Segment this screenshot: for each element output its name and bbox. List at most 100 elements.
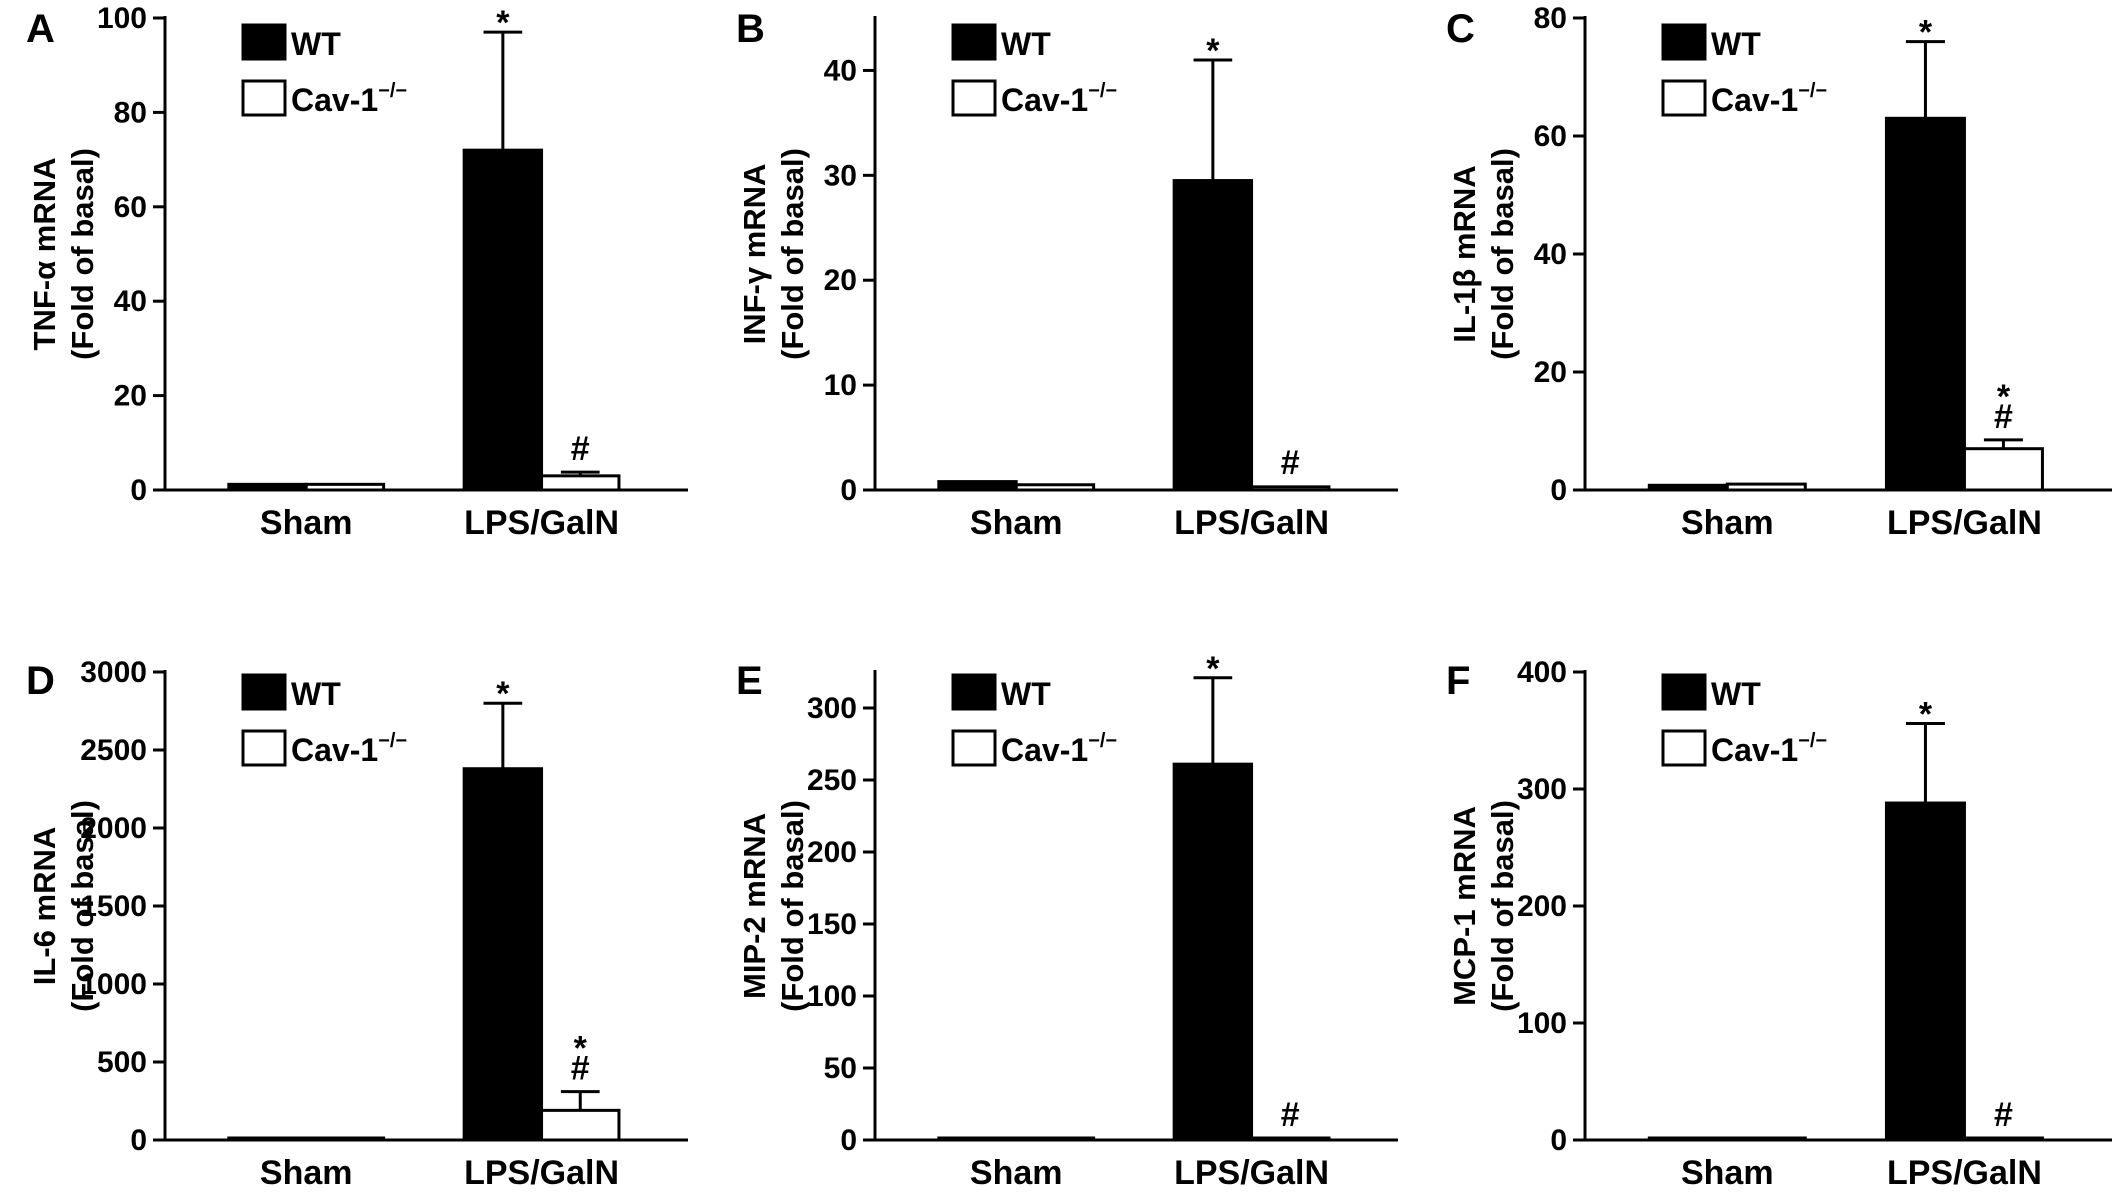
y-tick-label: 100 <box>1517 1007 1567 1040</box>
y-tick-label: 3000 <box>80 656 147 689</box>
panel-letter: B <box>736 7 765 51</box>
panel-d: D IL-6 mRNA (Fold of basal) 0 500 1000 1500 200… <box>26 656 688 1192</box>
x-category-label: LPS/GalN <box>1174 1154 1329 1187</box>
y-axis-label-line2: (Fold of basal) <box>65 148 100 360</box>
bar-wt-sham <box>1647 1136 1729 1142</box>
y-axis-label: TNF-α mRNA (Fold of basal) <box>27 148 100 360</box>
y-tick-label: 1500 <box>80 890 147 923</box>
bar-ko-sham <box>1014 1136 1096 1142</box>
x-category-label: LPS/GalN <box>464 1154 619 1187</box>
x-category-label: Sham <box>970 504 1063 542</box>
y-axis-label-line2: (Fold of basal) <box>1485 800 1520 1012</box>
x-category-label: LPS/GalN <box>1887 504 2042 542</box>
y-axis-label-line2: (Fold of basal) <box>775 800 810 1012</box>
y-axis-label-line1: MCP-1 mRNA <box>1447 806 1482 1006</box>
y-tick-label: 0 <box>1550 1124 1567 1157</box>
y-tick-label: 100 <box>807 980 857 1013</box>
significance-mark: * <box>496 675 510 713</box>
y-tick-label: 40 <box>824 54 857 87</box>
y-tick-label: 300 <box>1517 773 1567 806</box>
panel-letter: A <box>26 7 55 51</box>
bar-wt-sham <box>227 1136 308 1142</box>
panel-e: E MIP-2 mRNA (Fold of basal) 0 50 100 150 200 25… <box>736 650 1398 1192</box>
y-axis-label-line1: MIP-2 mRNA <box>737 813 772 999</box>
y-tick-label: 20 <box>114 380 147 413</box>
y-axis-label-line1: TNF-α mRNA <box>27 158 62 351</box>
bar-ko-lpsgaln <box>1962 1136 2044 1142</box>
legend-label-wt: WT <box>291 676 341 712</box>
x-category-label: LPS/GalN <box>464 504 619 542</box>
y-tick-label: 0 <box>130 474 147 507</box>
legend-label-wt: WT <box>1711 26 1761 62</box>
significance-mark: * <box>1919 14 1933 52</box>
bar-ko-lpsgaln <box>1250 485 1331 492</box>
y-axis-label-line1: IL-1β mRNA <box>1447 165 1482 342</box>
x-category-label: Sham <box>1681 504 1774 542</box>
significance-mark: * <box>1919 695 1933 733</box>
bar-wt-lpsgaln <box>1172 179 1254 492</box>
bar-wt-sham <box>937 480 1018 492</box>
y-tick-label: 300 <box>807 692 857 725</box>
y-tick-label: 150 <box>807 908 857 941</box>
significance-mark: # <box>1994 1096 2013 1134</box>
y-tick-label: 1000 <box>80 968 147 1001</box>
legend-swatch-ko <box>951 79 997 117</box>
y-tick-label: 200 <box>1517 890 1567 923</box>
significance-mark: # <box>1281 1096 1300 1134</box>
x-category-label: Sham <box>260 1154 353 1187</box>
bar-wt-sham <box>227 482 308 492</box>
x-category-label: Sham <box>970 1154 1063 1187</box>
y-tick-label: 60 <box>1534 120 1567 153</box>
bar-ko-lpsgaln <box>1250 1136 1331 1142</box>
legend-swatch-wt <box>1661 23 1707 61</box>
bar-wt-lpsgaln <box>462 148 544 492</box>
bar-wt-lpsgaln <box>1884 801 1966 1142</box>
legend-swatch-ko <box>1661 729 1707 767</box>
bar-wt-sham <box>1647 483 1729 492</box>
significance-mark: * <box>1206 32 1220 70</box>
y-axis-label: IL-1β mRNA (Fold of basal) <box>1447 148 1520 360</box>
legend-swatch-ko <box>241 729 287 767</box>
panel-letter: F <box>1446 659 1470 703</box>
legend-label-ko: Cav-1−/− <box>291 80 407 118</box>
y-axis-label-line2: (Fold of basal) <box>65 800 100 1012</box>
bar-ko-lpsgaln <box>540 1108 621 1142</box>
bar-wt-sham <box>937 1136 1018 1142</box>
y-tick-label: 40 <box>1534 238 1567 271</box>
y-tick-label: 20 <box>1534 356 1567 389</box>
y-tick-label: 80 <box>114 96 147 129</box>
panel-letter: E <box>736 659 763 703</box>
legend-swatch-ko <box>1661 79 1707 117</box>
y-tick-label: 10 <box>824 369 857 402</box>
legend-label-wt: WT <box>1711 676 1761 712</box>
y-tick-label: 400 <box>1517 656 1567 689</box>
y-axis-label: INF-γ mRNA (Fold of basal) <box>737 148 810 360</box>
legend-label-ko: Cav-1−/− <box>1001 80 1117 118</box>
bar-ko-lpsgaln <box>1962 447 2044 492</box>
bar-ko-sham <box>304 1136 386 1142</box>
significance-mark: * <box>574 1030 588 1068</box>
panel-f: F MCP-1 mRNA (Fold of basal) 0 100 200 300 400 S… <box>1446 656 2112 1192</box>
y-tick-label: 0 <box>130 1124 147 1157</box>
y-tick-label: 80 <box>1534 2 1567 35</box>
significance-mark: # <box>571 1050 590 1088</box>
y-tick-label: 20 <box>824 264 857 297</box>
y-tick-label: 2000 <box>80 812 147 845</box>
y-axis-label: MCP-1 mRNA (Fold of basal) <box>1447 800 1520 1012</box>
y-tick-label: 0 <box>1550 474 1567 507</box>
y-tick-label: 40 <box>114 285 147 318</box>
legend-label-ko: Cav-1−/− <box>1001 730 1117 768</box>
y-tick-label: 0 <box>840 1124 857 1157</box>
bar-ko-sham <box>1014 483 1096 492</box>
y-tick-label: 200 <box>807 836 857 869</box>
legend-swatch-ko <box>241 79 287 117</box>
legend-swatch-wt <box>241 23 287 61</box>
y-tick-label: 250 <box>807 764 857 797</box>
bar-wt-lpsgaln <box>1172 762 1254 1142</box>
legend-label-wt: WT <box>291 26 341 62</box>
y-tick-label: 30 <box>824 159 857 192</box>
bar-ko-sham <box>304 482 386 492</box>
panel-c: C IL-1β mRNA (Fold of basal) 0 20 40 60 80 Sham *… <box>1446 2 2112 542</box>
y-tick-label: 500 <box>97 1046 147 1079</box>
